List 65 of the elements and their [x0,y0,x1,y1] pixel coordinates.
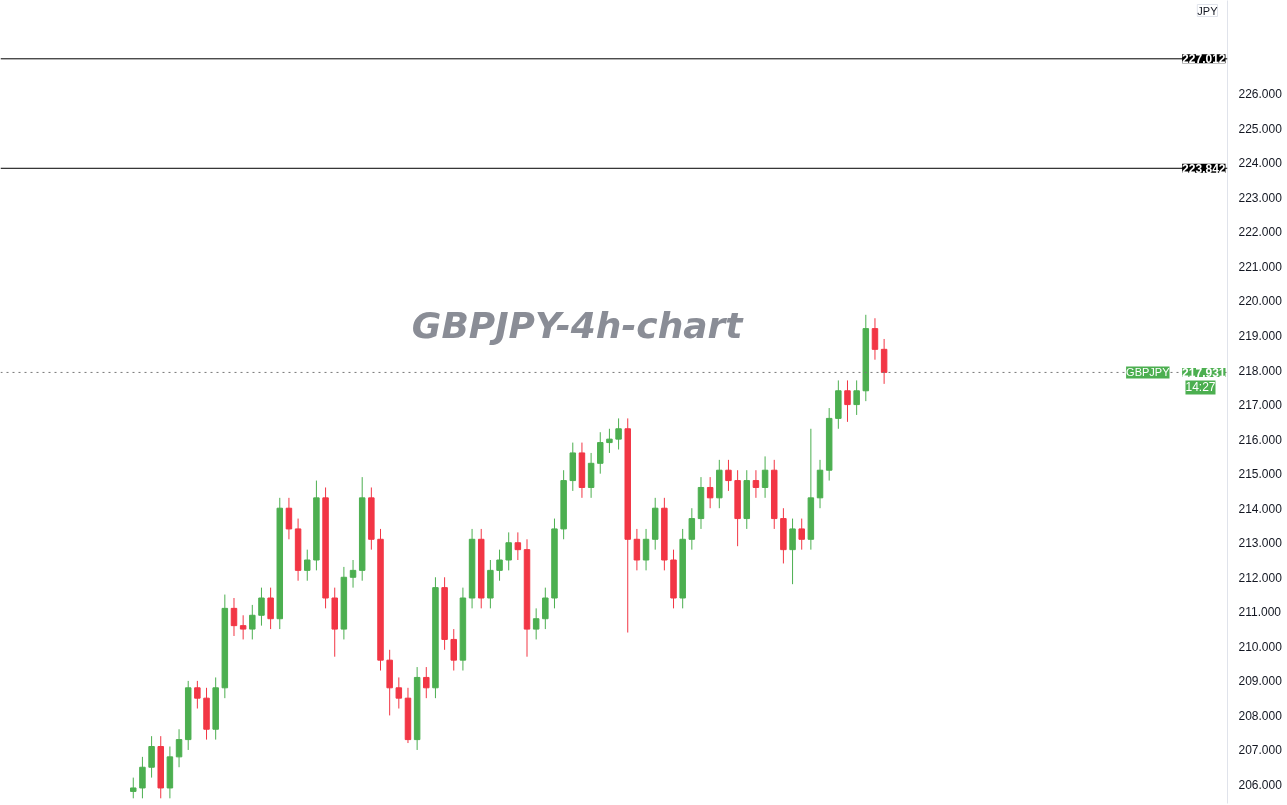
y-tick-label: 221.000 [1238,259,1283,274]
y-tick-label: 222.000 [1238,225,1283,240]
y-tick-label: 206.000 [1238,778,1283,792]
candlestick [532,607,540,640]
candlestick [395,676,403,710]
y-tick-label: 219.000 [1238,329,1283,344]
candlestick [304,549,311,582]
candlestick [148,735,155,779]
candlestick [798,518,805,551]
candlestick [752,469,760,499]
candlestick [853,379,860,416]
ref-line-label: 217.931 [1182,365,1226,380]
y-tick-label: 218.000 [1238,363,1283,378]
candlestick [725,459,732,492]
candlestick [450,628,457,672]
candlestick [194,680,201,710]
annotation: 14:27 [1185,380,1216,395]
y-tick-label: 223.000 [1238,190,1283,205]
candlestick [514,531,522,561]
candlestick [880,338,888,385]
y-tick-label: 225.000 [1238,121,1283,136]
y-tick-label: 209.000 [1238,674,1283,689]
candlestick [239,614,247,640]
candlestick [597,431,604,475]
y-tick-label: 215.000 [1238,467,1283,482]
candlestick [496,549,503,582]
candlestick [761,455,769,499]
candlestick [267,587,274,630]
y-tick-label: 210.000 [1238,639,1283,654]
candlestick [249,604,256,640]
candlestick [349,559,357,589]
candlestick [505,531,512,571]
y-tick-label: 216.000 [1238,432,1283,447]
candlestick [615,417,622,450]
candlestick [789,518,796,585]
y-tick-label: 211.000 [1238,605,1282,620]
candlestick [871,317,879,361]
candlestick [175,728,183,768]
candlestick [130,777,137,799]
y-tick-label: 214.000 [1238,501,1283,516]
y-tick-label: 217.000 [1238,398,1283,413]
text: GBPJPY-4h-chart [411,305,745,347]
annotation: JPY [1197,4,1219,17]
candlestick [139,756,146,799]
annotation: GBPJPY [1126,366,1171,379]
y-tick-label: 224.000 [1238,156,1283,171]
candlestick [844,379,851,423]
y-tick-label: 208.000 [1238,708,1283,723]
candlestick [688,507,696,551]
candlestick [606,428,613,454]
y-tick-label: 213.000 [1238,536,1283,551]
candlestick [423,666,430,699]
ref-line-label: 227.012 [1182,52,1226,67]
candlestick [633,528,641,571]
y-tick-label: 226.000 [1238,87,1283,102]
candlestick [542,587,549,630]
y-tick-label: 220.000 [1238,294,1283,309]
candlestick [230,597,238,637]
candlestick [706,476,714,509]
ref-line-label: 223.842 [1182,161,1226,176]
candlestick [258,587,265,627]
y-tick-label: 212.000 [1238,570,1283,585]
y-tick-label: 207.000 [1238,743,1283,758]
candlestick [285,497,293,540]
candlestick [642,528,650,571]
